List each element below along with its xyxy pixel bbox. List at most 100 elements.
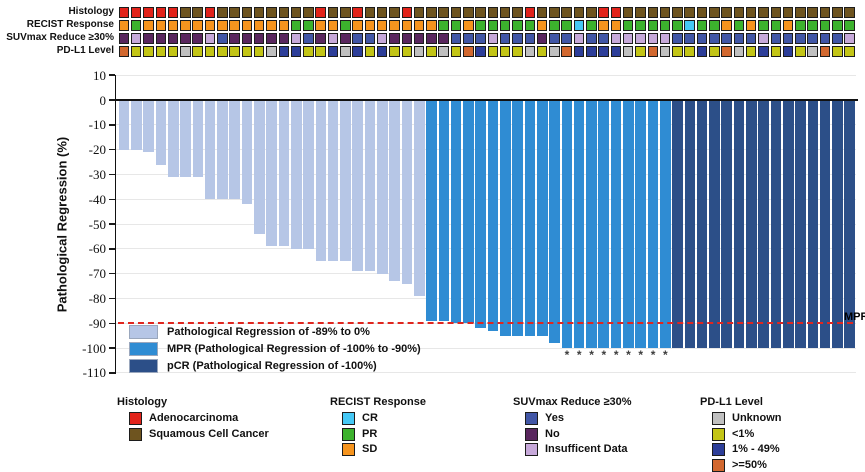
bar-legend-row: Pathological Regression of -89% to 0%: [129, 323, 421, 340]
patient-bar: [167, 101, 179, 177]
patient-bar: [254, 101, 265, 235]
track-label-4: PD-L1 Level: [56, 45, 114, 56]
track-cell: [586, 6, 597, 18]
track-cell: [807, 45, 818, 57]
track-cell: [204, 45, 216, 57]
track-cell: [844, 45, 855, 57]
track-cell: [635, 6, 646, 18]
significance-asterisk: *: [613, 348, 619, 362]
track-cell: [758, 19, 769, 31]
track-cell: [426, 19, 437, 31]
track-cell: [549, 32, 560, 44]
track-cell: [167, 32, 179, 44]
track-cell: [536, 32, 548, 44]
patient-bar: [229, 101, 241, 200]
track-cell: [266, 19, 277, 31]
track-cell: [647, 45, 659, 57]
track-cell: [352, 45, 363, 57]
patient-bar: [770, 101, 782, 349]
track-cell: [253, 45, 265, 57]
track-cell: [475, 32, 486, 44]
track-cell: [413, 19, 425, 31]
track-cell: [647, 19, 659, 31]
y-tick-label: 0: [99, 92, 107, 108]
track-cell: [155, 32, 167, 44]
track-cell: [352, 6, 363, 18]
track-cell: [635, 32, 646, 44]
track-cell: [167, 45, 179, 57]
patient-bar: [303, 101, 314, 249]
track-cell: [795, 32, 806, 44]
track-cell: [561, 45, 572, 57]
track-cell: [721, 32, 732, 44]
patient-bar: [266, 101, 277, 247]
track-cell: [524, 19, 536, 31]
track-cell: [278, 45, 290, 57]
patient-bar: [426, 101, 437, 321]
track-cell: [118, 32, 130, 44]
track-cell: [143, 32, 154, 44]
significance-asterisk: *: [650, 348, 656, 362]
track-cell: [795, 6, 806, 18]
patient-bar: [807, 101, 819, 349]
pcr-swatch: [129, 358, 158, 373]
legend-item-label: No: [545, 427, 560, 440]
track-cell: [229, 45, 240, 57]
significance-asterisk: *: [663, 348, 668, 362]
track-cell: [167, 19, 179, 31]
track-cell: [573, 19, 585, 31]
track-cell: [807, 6, 818, 18]
track-cell: [389, 45, 400, 57]
y-tick: [109, 372, 115, 374]
track-cell: [832, 32, 843, 44]
track-cell: [130, 19, 142, 31]
legend-group-title: Histology: [117, 396, 168, 408]
track-cell: [327, 6, 339, 18]
patient-bar: [573, 101, 585, 349]
track-cell: [450, 45, 462, 57]
track-cell: [438, 45, 449, 57]
legend-item-label: SD: [362, 443, 378, 455]
track-cell: [253, 19, 265, 31]
patient-bar: [586, 101, 597, 349]
track-cell: [745, 19, 757, 31]
track-cell: [598, 19, 609, 31]
track-cell: [487, 45, 499, 57]
track-cell: [721, 45, 732, 57]
legend-item-swatch: [342, 443, 355, 456]
legend-item-swatch: [525, 412, 538, 425]
legend-item-swatch: [342, 427, 355, 441]
legend-item-label: Yes: [545, 412, 564, 424]
significance-asterisk: *: [576, 348, 582, 362]
patient-bar: [709, 101, 720, 349]
legend-item-label: Insufficent Data: [545, 443, 628, 455]
track-cell: [586, 32, 597, 44]
track-cell: [512, 19, 523, 31]
track-cell: [229, 32, 240, 44]
track-cell: [745, 45, 757, 57]
patient-bar: [352, 101, 364, 272]
y-tick: [109, 272, 115, 275]
track-cell: [561, 19, 572, 31]
patient-bar: [696, 101, 708, 349]
track-cell: [819, 45, 831, 57]
track-cell: [315, 32, 326, 44]
track-cell: [118, 45, 130, 57]
track-cell: [782, 32, 794, 44]
track-cell: [118, 19, 130, 31]
legend-group-title: SUVmax Reduce ≥30%: [513, 396, 632, 408]
significance-asterisk: *: [589, 348, 594, 362]
track-cell: [253, 32, 265, 44]
track-cell: [684, 45, 695, 57]
track-cell: [241, 6, 253, 18]
patient-bar: [684, 101, 696, 349]
track-cell: [598, 6, 609, 18]
track-label-1: Histology: [68, 6, 114, 17]
legend-item-label: <1%: [732, 427, 755, 440]
track-cell: [278, 19, 290, 31]
track-cell: [118, 6, 130, 18]
track-cell: [709, 45, 720, 57]
legend-item-label: CR: [362, 412, 378, 424]
track-cell: [278, 32, 290, 44]
legend-item-swatch: [712, 412, 725, 425]
